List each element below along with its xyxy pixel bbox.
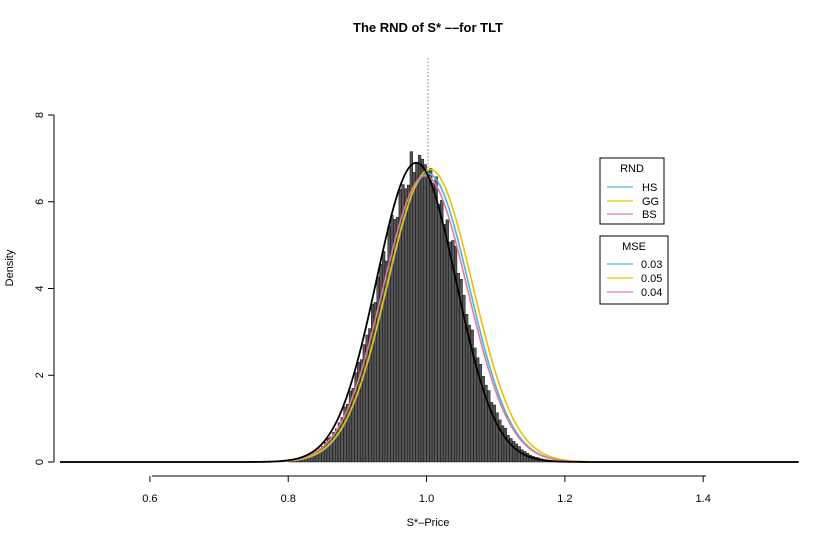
histogram-bar: [492, 404, 496, 463]
histogram-bar: [406, 184, 411, 463]
histogram-bar: [445, 219, 449, 463]
histogram-bar: [434, 176, 438, 463]
histogram-bar: [395, 216, 400, 463]
histogram-bar: [509, 438, 513, 463]
histogram-bar: [525, 452, 530, 463]
histogram-bar: [465, 314, 469, 463]
x-tick-label: 1.0: [419, 493, 434, 505]
histogram-bar: [503, 428, 507, 463]
y-tick-label: 4: [34, 285, 46, 291]
histogram-bar: [418, 154, 422, 463]
x-tick-label: 0.8: [281, 493, 296, 505]
histogram-bar: [429, 168, 433, 463]
legend-mse-label-0: 0.03: [641, 259, 662, 271]
y-tick-label: 0: [34, 459, 46, 465]
legend-mse-box: [599, 235, 669, 305]
x-axis-label: S*–Price: [407, 517, 450, 529]
histogram-bar: [423, 164, 427, 463]
legend-rnd: RND HS GG BS: [599, 157, 665, 225]
legend-rnd-label-0: HS: [642, 182, 657, 194]
legend-rnd-label-2: BS: [642, 209, 657, 221]
histogram-bar: [442, 224, 447, 463]
legend-mse-title: MSE: [622, 241, 646, 253]
histogram-bar: [512, 441, 516, 463]
histogram-bars: [288, 151, 566, 463]
histogram-bar: [437, 204, 441, 463]
histogram-bar: [517, 446, 521, 463]
y-tick-label: 8: [34, 112, 46, 118]
histogram-bar: [420, 158, 424, 463]
histogram-bar: [431, 183, 436, 463]
legend-mse-label-1: 0.05: [641, 273, 662, 285]
histogram-bar: [404, 188, 408, 463]
histogram-bar: [514, 443, 519, 463]
y-axis: 0 2 4 6 8: [34, 112, 55, 465]
histogram-bar: [523, 451, 527, 463]
x-tick-label: 0.6: [142, 493, 157, 505]
histogram-bar: [448, 241, 452, 463]
y-tick-label: 2: [34, 372, 46, 378]
histogram-bar: [495, 412, 499, 463]
legend-rnd-box: [599, 157, 665, 225]
x-axis: 0.6 0.8 1.0 1.2 1.4: [142, 475, 711, 505]
histogram-bar: [456, 272, 460, 463]
x-tick-label: 1.2: [557, 493, 572, 505]
y-axis-label: Density: [4, 249, 16, 286]
density-curves: [60, 161, 799, 463]
histogram-bar: [426, 171, 430, 463]
y-tick-label: 6: [34, 199, 46, 205]
histogram-bar: [415, 162, 419, 463]
legend-rnd-title: RND: [620, 163, 644, 175]
histogram-bar: [412, 172, 416, 463]
legend-mse: MSE 0.03 0.05 0.04: [599, 235, 669, 305]
x-tick-label: 1.4: [696, 493, 711, 505]
histogram-bar: [520, 449, 524, 463]
chart-title: The RND of S* ––for TLT: [353, 20, 503, 35]
histogram-bar: [440, 200, 444, 463]
legend-mse-label-2: 0.04: [641, 287, 662, 299]
density-curve-black-fit: [60, 161, 799, 463]
legend-rnd-label-1: GG: [642, 196, 659, 208]
